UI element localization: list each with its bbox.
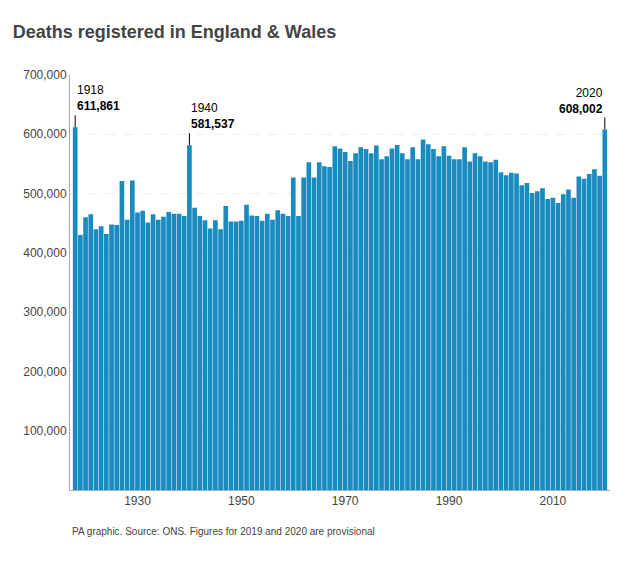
svg-text:400,000: 400,000	[23, 246, 67, 260]
svg-text:500,000: 500,000	[23, 187, 67, 201]
svg-text:300,000: 300,000	[23, 305, 67, 319]
svg-text:1990: 1990	[436, 494, 463, 508]
svg-text:1950: 1950	[228, 494, 255, 508]
svg-text:1918611,861: 1918611,861	[77, 83, 120, 113]
svg-text:1940581,537: 1940581,537	[191, 101, 235, 131]
svg-text:PA graphic. Source: ONS. Figur: PA graphic. Source: ONS. Figures for 201…	[72, 526, 375, 537]
svg-text:200,000: 200,000	[23, 365, 67, 379]
svg-text:2010: 2010	[540, 494, 567, 508]
svg-text:2020608,002: 2020608,002	[559, 86, 603, 116]
svg-text:1930: 1930	[124, 494, 151, 508]
svg-text:1970: 1970	[332, 494, 359, 508]
svg-text:600,000: 600,000	[23, 127, 67, 141]
svg-text:Deaths registered in England &: Deaths registered in England & Wales	[13, 22, 336, 42]
svg-text:700,000: 700,000	[23, 68, 67, 82]
svg-text:100,000: 100,000	[23, 424, 67, 438]
